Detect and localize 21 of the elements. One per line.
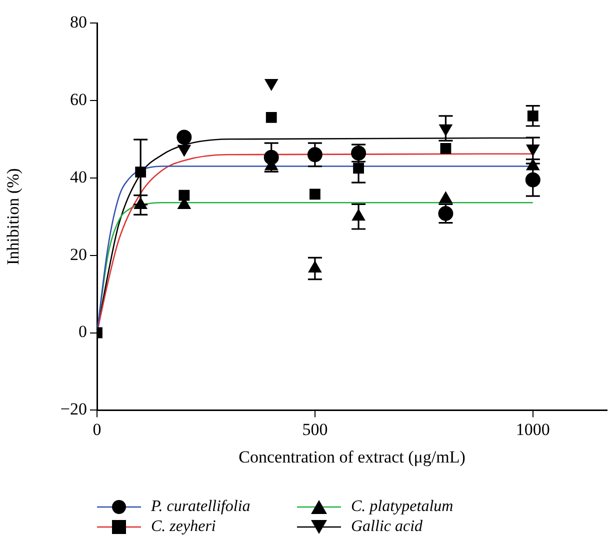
point — [439, 192, 452, 204]
x-tick-label: 0 — [92, 420, 102, 439]
y-tick-label: 0 — [78, 322, 87, 342]
point — [440, 143, 452, 154]
legend-label: C. zeyheri — [151, 518, 216, 536]
x-tick-label: 1000 — [516, 420, 550, 439]
x-axis-title: Concentration of extract (μg/mL) — [238, 447, 466, 466]
legend-label: P. curatellifolia — [151, 498, 250, 516]
point — [176, 130, 192, 145]
legend-label: Gallic acid — [351, 518, 423, 536]
y-tick-label: 20 — [70, 244, 87, 264]
y-tick-label: 40 — [70, 167, 87, 186]
point — [178, 190, 190, 201]
y-tick-label: 60 — [70, 90, 87, 109]
point — [310, 188, 320, 200]
legend-label: C. platypetalum — [351, 498, 454, 516]
y-tick-label: 80 — [70, 12, 87, 32]
y-axis-title: Inhibition (%) — [4, 168, 23, 265]
x-tick-label: 500 — [302, 420, 328, 439]
y-tick-label: −20 — [60, 400, 87, 419]
point — [266, 112, 277, 123]
